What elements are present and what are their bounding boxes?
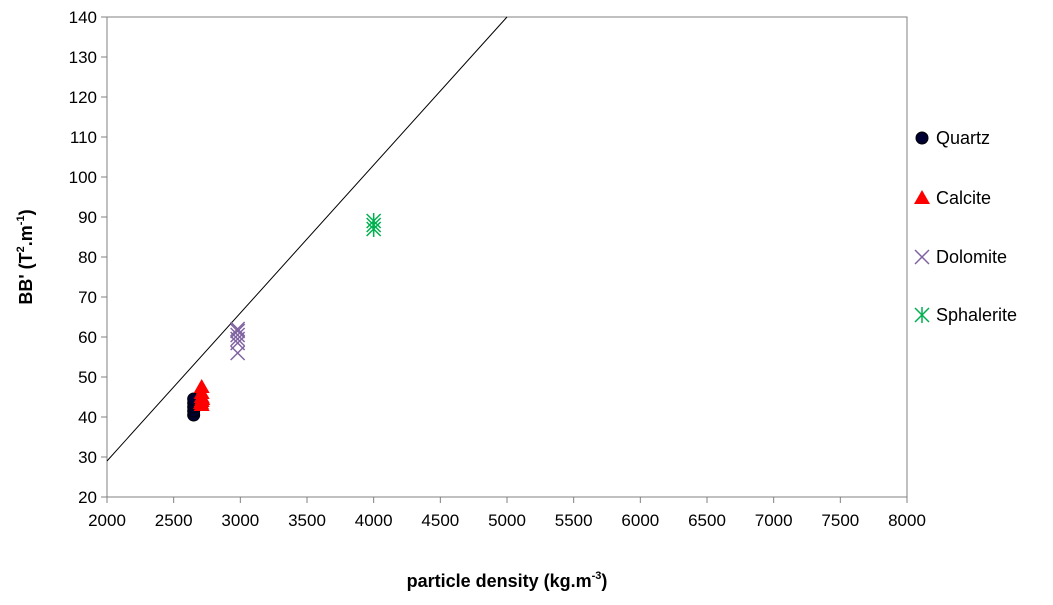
calcite-point — [193, 379, 210, 393]
reference-line-group — [106, 16, 508, 462]
x-tick-label: 5500 — [555, 511, 593, 530]
legend-item-quartz: Quartz — [915, 128, 990, 148]
y-tick-label: 110 — [70, 128, 97, 147]
legend-item-sphalerite: Sphalerite — [914, 305, 1017, 325]
y-tick-label: 90 — [78, 208, 97, 227]
legend-label: Calcite — [936, 188, 991, 208]
y-tick-label: 80 — [78, 248, 97, 267]
x-tick-label: 7500 — [821, 511, 859, 530]
y-tick-label: 50 — [78, 368, 97, 387]
calcite-legend-marker — [914, 190, 930, 204]
data-points — [187, 213, 382, 422]
y-tick-label: 100 — [69, 168, 97, 187]
y-axis-title: BB' (T2.m-1) — [15, 209, 36, 304]
dolomite-point — [230, 335, 246, 351]
x-tick-label: 2500 — [155, 511, 193, 530]
x-tick-label: 5000 — [488, 511, 526, 530]
x-tick-label: 8000 — [888, 511, 926, 530]
dolomite-point — [230, 321, 246, 337]
y-tick-label: 70 — [78, 288, 97, 307]
legend-label: Dolomite — [936, 247, 1007, 267]
dolomite-legend-marker — [914, 249, 930, 265]
plot-area — [106, 16, 908, 498]
x-tick-label: 4500 — [421, 511, 459, 530]
dolomite-point — [230, 323, 246, 339]
legend-item-calcite: Calcite — [914, 188, 991, 208]
y-tick-label: 130 — [69, 48, 97, 67]
dolomite-point — [230, 327, 246, 343]
legend-label: Quartz — [936, 128, 990, 148]
x-tick-label: 6500 — [688, 511, 726, 530]
legend: Quartz Calcite Dolomite Sphalerite — [914, 128, 1017, 325]
sphalerite-legend-marker — [914, 307, 930, 323]
x-tick-label: 2000 — [88, 511, 126, 530]
x-tick-label: 4000 — [355, 511, 393, 530]
calcite-point — [194, 391, 211, 405]
legend-label: Sphalerite — [936, 305, 1017, 325]
x-tick-label: 3500 — [288, 511, 326, 530]
y-tick-label: 20 — [78, 488, 97, 507]
y-tick-label: 60 — [78, 328, 97, 347]
y-tick-label: 140 — [69, 8, 97, 27]
sphalerite-point — [366, 213, 382, 229]
x-axis: 2000 2500 3000 3500 4000 4500 5000 5500 6000 6500… — [88, 497, 926, 530]
y-tick-label: 30 — [78, 448, 97, 467]
y-tick-label: 120 — [69, 88, 97, 107]
quartz-legend-marker — [915, 131, 929, 145]
legend-item-dolomite: Dolomite — [914, 247, 1007, 267]
x-tick-label: 7000 — [755, 511, 793, 530]
x-tick-label: 6000 — [621, 511, 659, 530]
x-axis-title: particle density (kg.m-3) — [407, 570, 608, 591]
x-tick-label: 3000 — [221, 511, 259, 530]
reference-line — [106, 16, 508, 462]
y-axis: 20 30 40 50 60 70 80 90 100 110 120 130 140 — [69, 8, 107, 507]
y-tick-label: 40 — [78, 408, 97, 427]
